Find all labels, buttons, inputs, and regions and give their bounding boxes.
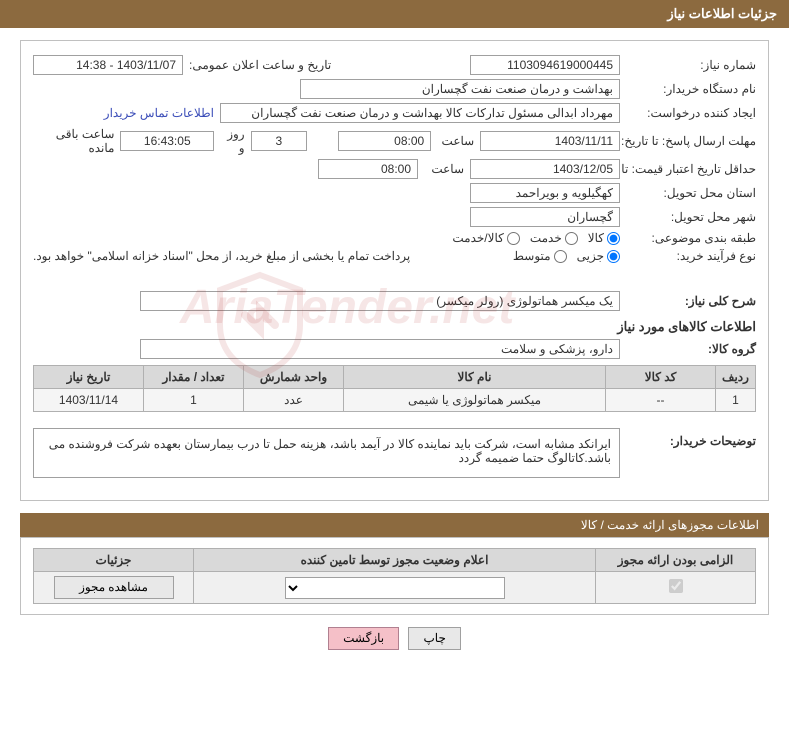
main-details-fieldset: شماره نیاز: 1103094619000445 تاریخ و ساع… xyxy=(20,40,769,501)
overview-value: یک میکسر هماتولوژی (رولر میکسر) xyxy=(140,291,620,311)
validity-date-value: 1403/12/05 xyxy=(470,159,620,179)
days-label: روز و xyxy=(220,127,245,155)
back-button[interactable]: بازگشت xyxy=(328,627,399,650)
buyer-desc-value: ایرانکد مشابه است، شرکت باید نماینده کال… xyxy=(33,428,620,478)
cat-khedmat-option[interactable]: خدمت xyxy=(530,231,578,245)
th-qty: تعداد / مقدار xyxy=(144,366,244,389)
td-code: -- xyxy=(606,389,716,412)
buyer-contact-link[interactable]: اطلاعات تماس خریدار xyxy=(104,106,214,120)
goods-info-title: اطلاعات کالاهای مورد نیاز xyxy=(33,319,756,335)
category-radio-group: کالا خدمت کالا/خدمت xyxy=(452,231,620,245)
cat-kala-label: کالا xyxy=(588,231,604,245)
th-code: کد کالا xyxy=(606,366,716,389)
perm-table: الزامی بودن ارائه مجوز اعلام وضعیت مجوز … xyxy=(33,548,756,604)
city-value: گچساران xyxy=(470,207,620,227)
time-label-1: ساعت xyxy=(437,134,474,148)
pt-motevaset-label: متوسط xyxy=(513,249,551,263)
pt-motevaset-option[interactable]: متوسط xyxy=(513,249,567,263)
perm-mandatory-checkbox xyxy=(669,579,683,593)
perm-th-status: اعلام وضعیت مجوز توسط تامین کننده xyxy=(194,549,596,572)
print-button[interactable]: چاپ xyxy=(408,627,460,650)
pt-motevaset-radio[interactable] xyxy=(554,250,567,263)
pt-jozi-radio[interactable] xyxy=(607,250,620,263)
perm-section-header: اطلاعات مجوزهای ارائه خدمت / کالا xyxy=(20,513,769,537)
validity-label: حداقل تاریخ اعتبار قیمت: تا تاریخ: xyxy=(626,162,756,176)
goods-table-row: 1 -- میکسر هماتولوژی یا شیمی عدد 1 1403/… xyxy=(34,389,756,412)
perm-fieldset: الزامی بودن ارائه مجوز اعلام وضعیت مجوز … xyxy=(20,537,769,615)
cat-khedmat-label: خدمت xyxy=(530,231,562,245)
td-date: 1403/11/14 xyxy=(34,389,144,412)
announce-dt-value: 1403/11/07 - 14:38 xyxy=(33,55,183,75)
pt-jozi-option[interactable]: جزیی xyxy=(577,249,620,263)
cat-kala-khedmat-option[interactable]: کالا/خدمت xyxy=(452,231,519,245)
td-qty: 1 xyxy=(144,389,244,412)
perm-td-mandatory xyxy=(596,572,756,604)
th-date: تاریخ نیاز xyxy=(34,366,144,389)
requester-label: ایجاد کننده درخواست: xyxy=(626,106,756,120)
cat-khedmat-radio[interactable] xyxy=(565,232,578,245)
purchase-type-label: نوع فرآیند خرید: xyxy=(626,249,756,263)
city-label: شهر محل تحویل: xyxy=(626,210,756,224)
need-number-value: 1103094619000445 xyxy=(470,55,620,75)
validity-time-value: 08:00 xyxy=(318,159,418,179)
page-header: جزئیات اطلاعات نیاز xyxy=(0,0,789,28)
perm-th-details: جزئیات xyxy=(34,549,194,572)
requester-value: مهرداد ابدالی مسئول تدارکات کالا بهداشت … xyxy=(220,103,620,123)
goods-table-header-row: ردیف کد کالا نام کالا واحد شمارش تعداد /… xyxy=(34,366,756,389)
deadline-time-value: 08:00 xyxy=(338,131,432,151)
view-permit-button[interactable]: مشاهده مجوز xyxy=(54,576,174,599)
goods-table: ردیف کد کالا نام کالا واحد شمارش تعداد /… xyxy=(33,365,756,412)
perm-table-header-row: الزامی بودن ارائه مجوز اعلام وضعیت مجوز … xyxy=(34,549,756,572)
province-label: استان محل تحویل: xyxy=(626,186,756,200)
announce-dt-label: تاریخ و ساعت اعلان عمومی: xyxy=(189,58,331,72)
goods-group-label: گروه کالا: xyxy=(626,342,756,356)
perm-th-mandatory: الزامی بودن ارائه مجوز xyxy=(596,549,756,572)
cat-kala-khedmat-radio[interactable] xyxy=(507,232,520,245)
buyer-desc-label: توضیحات خریدار: xyxy=(626,420,756,448)
province-value: کهگیلویه و بویراحمد xyxy=(470,183,620,203)
th-name: نام کالا xyxy=(344,366,606,389)
perm-td-details: مشاهده مجوز xyxy=(34,572,194,604)
purchase-type-radio-group: جزیی متوسط xyxy=(513,249,620,263)
perm-status-select[interactable] xyxy=(285,577,505,599)
td-row: 1 xyxy=(716,389,756,412)
remain-time-value: 16:43:05 xyxy=(120,131,214,151)
footer-buttons: چاپ بازگشت xyxy=(0,627,789,650)
buyer-org-value: بهداشت و درمان صنعت نفت گچساران xyxy=(300,79,620,99)
perm-table-row: مشاهده مجوز xyxy=(34,572,756,604)
buyer-org-label: نام دستگاه خریدار: xyxy=(626,82,756,96)
days-value: 3 xyxy=(251,131,308,151)
td-name: میکسر هماتولوژی یا شیمی xyxy=(344,389,606,412)
deadline-label: مهلت ارسال پاسخ: تا تاریخ: xyxy=(626,134,756,148)
purchase-note: پرداخت تمام یا بخشی از مبلغ خرید، از محل… xyxy=(33,249,410,263)
th-unit: واحد شمارش xyxy=(244,366,344,389)
category-label: طبقه بندی موضوعی: xyxy=(626,231,756,245)
need-number-label: شماره نیاز: xyxy=(626,58,756,72)
remain-label: ساعت باقی مانده xyxy=(33,127,114,155)
cat-kala-khedmat-label: کالا/خدمت xyxy=(452,231,503,245)
overview-label: شرح کلی نیاز: xyxy=(626,294,756,308)
cat-kala-option[interactable]: کالا xyxy=(588,231,620,245)
deadline-date-value: 1403/11/11 xyxy=(480,131,620,151)
th-row: ردیف xyxy=(716,366,756,389)
goods-group-value: دارو، پزشکی و سلامت xyxy=(140,339,620,359)
time-label-2: ساعت xyxy=(424,162,464,176)
td-unit: عدد xyxy=(244,389,344,412)
pt-jozi-label: جزیی xyxy=(577,249,604,263)
cat-kala-radio[interactable] xyxy=(607,232,620,245)
perm-td-status xyxy=(194,572,596,604)
